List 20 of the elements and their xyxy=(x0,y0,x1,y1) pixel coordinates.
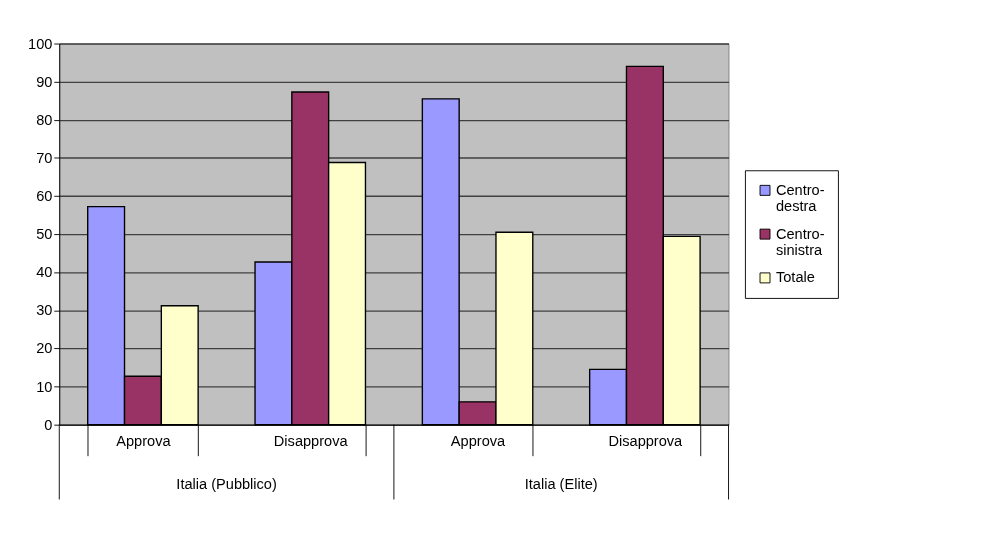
y-tick-label: 40 xyxy=(36,264,53,281)
y-tick-label: 0 xyxy=(44,416,53,433)
x-tick-label: Approva xyxy=(450,433,507,450)
y-tick-label: 30 xyxy=(36,302,53,319)
legend-label: Totale xyxy=(775,269,815,286)
text: Italia (Pubblico) xyxy=(176,476,277,493)
y-tick-label: 10 xyxy=(36,378,53,395)
y-tick-label: 20 xyxy=(36,340,53,357)
x-tick-label: Disapprova xyxy=(608,433,684,450)
y-tick-label: 80 xyxy=(36,111,53,128)
legend-label: Centro-destra xyxy=(775,181,825,215)
y-tick-label: 90 xyxy=(36,73,53,90)
x-tick-label: Approva xyxy=(116,433,172,450)
legend-label: Centro-sinistra xyxy=(775,225,825,259)
text: Italia (Elite) xyxy=(524,476,598,493)
y-tick-label: 70 xyxy=(36,149,53,166)
y-tick-label: 100 xyxy=(28,35,53,52)
y-tick-label: 60 xyxy=(36,188,53,205)
y-tick-label: 50 xyxy=(36,226,53,243)
x-tick-label: Disapprova xyxy=(273,433,349,450)
